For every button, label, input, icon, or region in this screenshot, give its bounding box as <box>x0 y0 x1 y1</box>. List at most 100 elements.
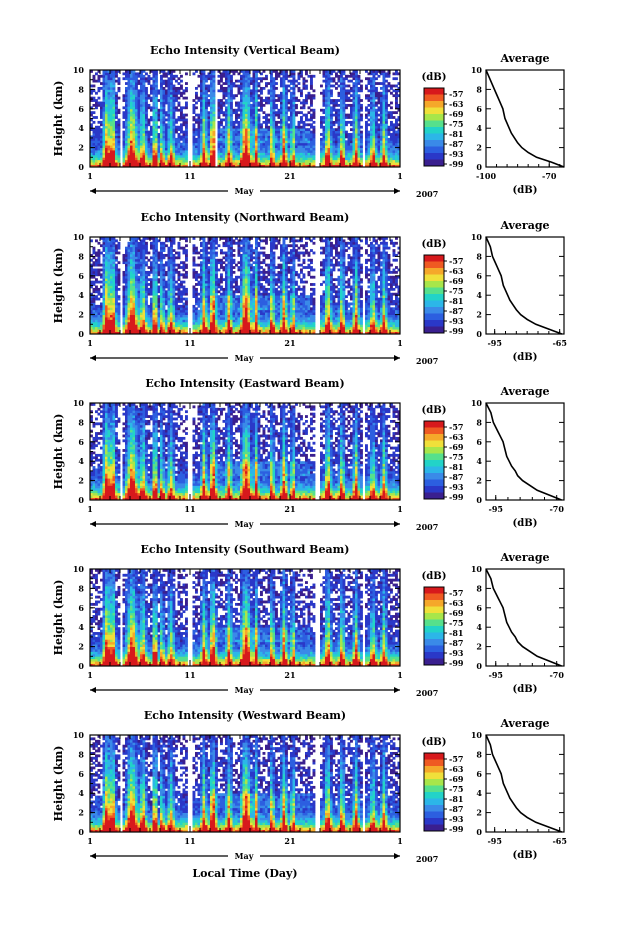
heatmap-cell <box>118 269 121 272</box>
heatmap-cell <box>140 133 143 136</box>
heatmap-cell <box>250 160 253 163</box>
heatmap-cell <box>353 135 356 138</box>
heatmap-cell <box>135 273 138 276</box>
heatmap-cell <box>345 97 348 100</box>
heatmap-cell <box>168 135 171 138</box>
heatmap-cell <box>153 72 156 75</box>
heatmap-cell <box>153 148 156 151</box>
heatmap-cell <box>208 138 211 141</box>
heatmap-cell <box>280 85 283 88</box>
heatmap-cell <box>145 148 148 151</box>
heatmap-cell <box>115 266 118 269</box>
heatmap-cell <box>228 85 231 88</box>
heatmap-cell <box>163 155 166 158</box>
heatmap-cell <box>198 123 201 126</box>
heatmap-cell <box>303 85 306 88</box>
heatmap-cell <box>365 160 368 163</box>
heatmap-cell <box>283 155 286 158</box>
chart-title: Echo Intensity (Northward Beam) <box>141 211 350 224</box>
heatmap-cell <box>158 310 161 313</box>
heatmap-cell <box>230 131 233 134</box>
heatmap-cell <box>308 155 311 158</box>
heatmap-cell <box>338 152 341 155</box>
heatmap-cell <box>258 94 261 97</box>
heatmap-cell <box>373 150 376 153</box>
heatmap-cell <box>173 116 176 119</box>
heatmap-cell <box>95 315 98 318</box>
heatmap-cell <box>368 104 371 107</box>
heatmap-cell <box>143 312 146 315</box>
heatmap-cell <box>143 126 146 129</box>
heatmap-cell <box>258 138 261 141</box>
heatmap-cell <box>278 160 281 163</box>
heatmap-cell <box>358 121 361 124</box>
heatmap-cell <box>253 119 256 122</box>
heatmap-cell <box>373 104 376 107</box>
heatmap-cell <box>300 89 303 92</box>
heatmap-cell <box>255 114 258 117</box>
heatmap-cell <box>98 322 101 325</box>
heatmap-cell <box>275 114 278 117</box>
heatmap-cell <box>333 152 336 155</box>
heatmap-cell <box>130 278 133 281</box>
heatmap-cell <box>130 94 133 97</box>
heatmap-cell <box>265 85 268 88</box>
heatmap-cell <box>290 138 293 141</box>
heatmap-cell <box>225 123 228 126</box>
heatmap-cell <box>95 135 98 138</box>
heatmap-cell <box>133 298 136 301</box>
heatmap-cell <box>93 271 96 274</box>
heatmap-cell <box>245 85 248 88</box>
heatmap-cell <box>370 99 373 102</box>
average-panel: Average0246810-100 -70(dB) <box>471 52 564 196</box>
heatmap-cell <box>253 148 256 151</box>
heatmap-cell <box>113 131 116 134</box>
heatmap-cell <box>155 85 158 88</box>
heatmap-cell <box>368 133 371 136</box>
heatmap-cell <box>210 160 213 163</box>
heatmap-cell <box>193 138 196 141</box>
heatmap-cell <box>235 104 238 107</box>
heatmap-cell <box>373 121 376 124</box>
heatmap-cell <box>113 104 116 107</box>
heatmap-cell <box>185 155 188 158</box>
heatmap-cell <box>163 135 166 138</box>
heatmap-cell <box>250 80 253 83</box>
heatmap-cell <box>135 77 138 80</box>
heatmap-cell <box>208 123 211 126</box>
heatmap-cell <box>228 148 231 151</box>
heatmap-cell <box>245 143 248 146</box>
heatmap-cell <box>145 322 148 325</box>
heatmap-cell <box>390 138 393 141</box>
heatmap-cell <box>128 264 131 267</box>
heatmap-cell <box>253 138 256 141</box>
heatmap-cell <box>368 157 371 160</box>
heatmap-cell <box>245 77 248 80</box>
heatmap-cell <box>183 97 186 100</box>
heatmap-cell <box>213 140 216 143</box>
heatmap-cell <box>353 99 356 102</box>
heatmap-cell <box>353 119 356 122</box>
heatmap-cell <box>285 160 288 163</box>
heatmap-cell <box>245 135 248 138</box>
heatmap-cell <box>303 162 306 165</box>
y-tick-label: 10 <box>73 65 85 75</box>
heatmap-cell <box>128 104 131 107</box>
heatmap-cell <box>320 121 323 124</box>
heatmap-cell <box>178 128 181 131</box>
heatmap-cell <box>245 126 248 129</box>
heatmap-cell <box>180 123 183 126</box>
heatmap-cell <box>133 97 136 100</box>
heatmap-cell <box>220 152 223 155</box>
heatmap-cell <box>130 97 133 100</box>
heatmap-cell <box>273 157 276 160</box>
heatmap-cell <box>303 114 306 117</box>
heatmap-cell <box>228 92 231 95</box>
heatmap-cell <box>240 157 243 160</box>
heatmap-cell <box>293 157 296 160</box>
heatmap-cell <box>198 75 201 78</box>
heatmap-cell <box>110 77 113 80</box>
heatmap-cell <box>353 145 356 148</box>
heatmap-cell <box>295 152 298 155</box>
heatmap-cell <box>243 114 246 117</box>
